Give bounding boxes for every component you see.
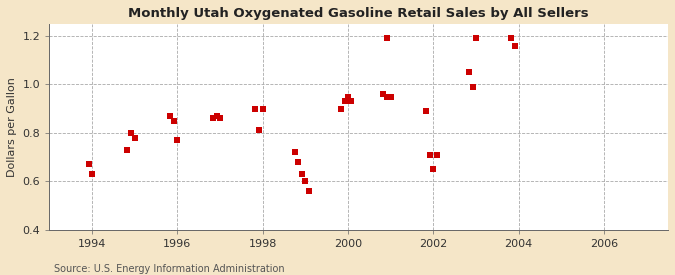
Point: [335, 106, 346, 111]
Point: [378, 92, 389, 96]
Point: [215, 116, 225, 120]
Point: [425, 153, 435, 157]
Point: [207, 116, 218, 120]
Point: [385, 94, 396, 99]
Point: [300, 179, 310, 183]
Point: [257, 106, 268, 111]
Point: [428, 167, 439, 171]
Point: [172, 138, 183, 142]
Point: [126, 131, 136, 135]
Point: [169, 119, 180, 123]
Point: [296, 172, 307, 176]
Point: [506, 36, 517, 41]
Point: [467, 85, 478, 89]
Y-axis label: Dollars per Gallon: Dollars per Gallon: [7, 77, 17, 177]
Point: [463, 70, 474, 75]
Point: [254, 128, 265, 133]
Title: Monthly Utah Oxygenated Gasoline Retail Sales by All Sellers: Monthly Utah Oxygenated Gasoline Retail …: [128, 7, 589, 20]
Point: [293, 160, 304, 164]
Point: [382, 36, 393, 41]
Point: [382, 94, 393, 99]
Point: [421, 109, 431, 113]
Point: [83, 162, 94, 167]
Point: [303, 189, 314, 193]
Point: [86, 172, 97, 176]
Point: [343, 94, 354, 99]
Point: [122, 148, 133, 152]
Point: [470, 36, 481, 41]
Text: Source: U.S. Energy Information Administration: Source: U.S. Energy Information Administ…: [54, 264, 285, 274]
Point: [165, 114, 176, 118]
Point: [431, 153, 442, 157]
Point: [290, 150, 300, 155]
Point: [211, 114, 222, 118]
Point: [339, 99, 350, 104]
Point: [346, 99, 357, 104]
Point: [129, 136, 140, 140]
Point: [250, 106, 261, 111]
Point: [510, 43, 520, 48]
